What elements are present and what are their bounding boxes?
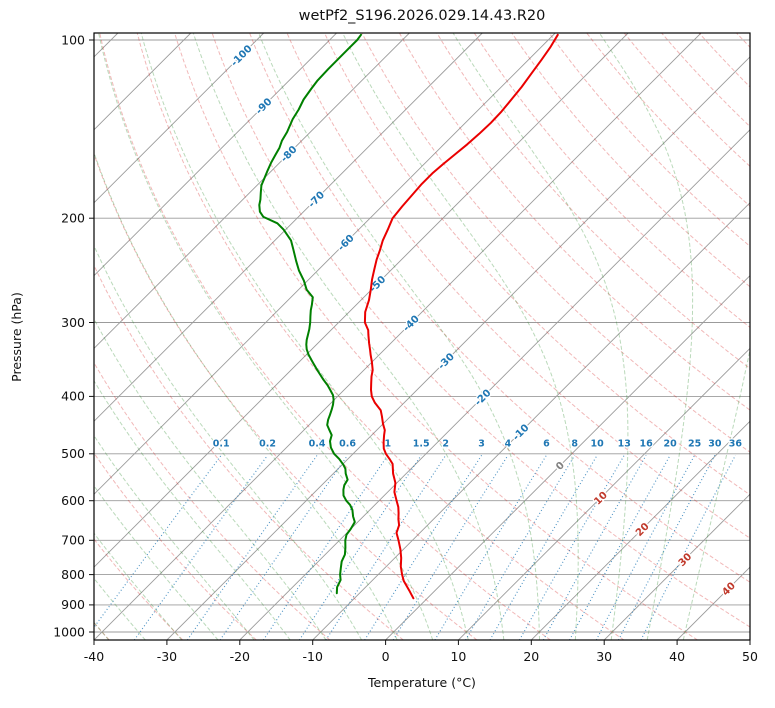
svg-text:0.4: 0.4	[309, 438, 326, 449]
svg-text:36: 36	[729, 438, 743, 449]
svg-text:-30: -30	[157, 649, 177, 664]
svg-text:400: 400	[61, 389, 85, 404]
svg-text:20: 20	[523, 649, 539, 664]
svg-text:4: 4	[505, 438, 512, 449]
plot-border	[93, 32, 751, 641]
svg-text:-20: -20	[473, 388, 494, 409]
svg-text:-10: -10	[302, 649, 322, 664]
svg-text:1.5: 1.5	[413, 438, 430, 449]
svg-text:8: 8	[571, 438, 578, 449]
svg-text:0.6: 0.6	[339, 438, 356, 449]
svg-text:30: 30	[677, 551, 695, 569]
svg-text:0: 0	[382, 649, 390, 664]
y-axis-label: Pressure (hPa)	[9, 292, 24, 382]
svg-text:-70: -70	[307, 190, 328, 211]
svg-text:-100: -100	[229, 43, 255, 69]
svg-text:-40: -40	[84, 649, 104, 664]
chart-title: wetPf2_S196.2026.029.14.43.R20	[298, 8, 546, 24]
svg-text:40: 40	[720, 581, 738, 599]
svg-text:1000: 1000	[53, 624, 85, 639]
svg-text:-90: -90	[254, 96, 275, 117]
svg-text:30: 30	[708, 438, 722, 449]
svg-text:200: 200	[61, 211, 85, 226]
svg-text:100: 100	[61, 32, 85, 47]
svg-text:800: 800	[61, 567, 85, 582]
svg-text:50: 50	[742, 649, 758, 664]
svg-text:-30: -30	[436, 351, 457, 372]
mixing-ratio-lines	[94, 454, 736, 640]
svg-text:20: 20	[634, 521, 652, 539]
svg-text:13: 13	[618, 438, 631, 449]
x-axis-ticks: -40 -30 -20 -10 0 10 20 30 40 50	[84, 640, 758, 664]
svg-text:900: 900	[61, 597, 85, 612]
svg-text:20: 20	[663, 438, 677, 449]
svg-text:-10: -10	[511, 423, 532, 444]
svg-text:40: 40	[669, 649, 685, 664]
svg-text:0: 0	[554, 460, 567, 473]
svg-text:10: 10	[450, 649, 466, 664]
svg-text:30: 30	[596, 649, 612, 664]
svg-text:600: 600	[61, 493, 85, 508]
svg-text:10: 10	[590, 438, 604, 449]
svg-text:-60: -60	[336, 233, 357, 254]
moist-adiabats	[94, 33, 750, 640]
svg-text:25: 25	[688, 438, 701, 449]
y-axis-ticks: 100 200 300 400 500 600 700 800 900 1000	[53, 32, 94, 639]
svg-text:500: 500	[61, 446, 85, 461]
svg-text:300: 300	[61, 315, 85, 330]
svg-text:3: 3	[478, 438, 485, 449]
svg-text:-40: -40	[401, 314, 422, 335]
svg-text:0.2: 0.2	[259, 438, 276, 449]
isotherm-lines	[94, 33, 750, 640]
svg-text:6: 6	[543, 438, 550, 449]
svg-text:-20: -20	[230, 649, 250, 664]
dry-adiabats	[94, 33, 750, 640]
svg-text:2: 2	[442, 438, 449, 449]
x-axis-label: Temperature (°C)	[368, 675, 476, 690]
svg-text:0.1: 0.1	[213, 438, 230, 449]
temperature-line	[363, 33, 559, 600]
svg-text:-80: -80	[279, 144, 300, 165]
svg-text:1: 1	[384, 438, 391, 449]
sounding-profiles	[258, 33, 559, 600]
svg-text:700: 700	[61, 533, 85, 548]
mixing-ratio-labels: 0.1 0.2 0.4 0.6 1 1.5 2 3 4 6 8 10 13 16 20 25 30 36	[212, 437, 744, 450]
svg-text:10: 10	[592, 490, 610, 508]
dewpoint-line	[258, 33, 362, 595]
pressure-gridlines	[94, 39, 750, 633]
svg-text:16: 16	[639, 438, 653, 449]
